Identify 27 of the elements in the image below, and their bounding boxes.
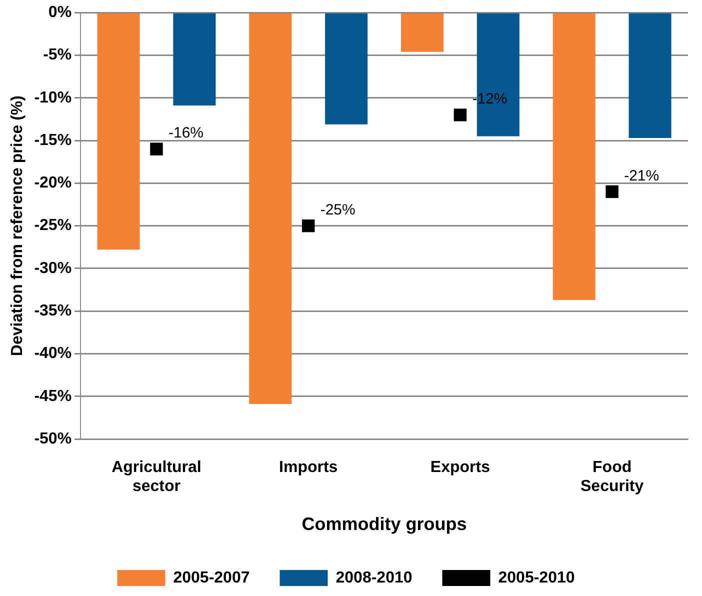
point [302,219,315,232]
y-tick-label: -20% [34,174,72,192]
data-label: -21% [624,167,660,184]
x-tick-label: Food Security [580,459,644,496]
x-tick-label: Imports [279,459,338,476]
point [150,142,163,156]
x-tick-label: Exports [430,459,490,476]
point [606,185,618,198]
data-label: -16% [168,124,204,142]
y-tick-label: -30% [34,260,72,277]
legend-label: 2005-2007 [173,569,250,586]
y-tick-label: -25% [34,217,72,234]
legend-label: 2005-2010 [498,569,575,586]
y-tick-label: -40% [34,345,72,362]
y-tick-label: -15% [34,132,72,149]
point [454,108,467,122]
y-tick-label: -35% [34,302,72,320]
y-tick-label: 0% [48,4,72,22]
y-axis-title: Deviation from reference price (%) [9,96,26,356]
y-tick-label: -50% [34,430,72,448]
y-tick-label: -45% [34,388,72,405]
x-axis-title: Commodity groups [302,514,467,534]
y-tick-label: -10% [34,89,72,106]
y-tick-label: -5% [43,46,72,64]
legend-label: 2008-2010 [336,569,412,586]
data-label: -25% [320,201,356,218]
x-tick-label: Agricultural sector [112,459,202,496]
